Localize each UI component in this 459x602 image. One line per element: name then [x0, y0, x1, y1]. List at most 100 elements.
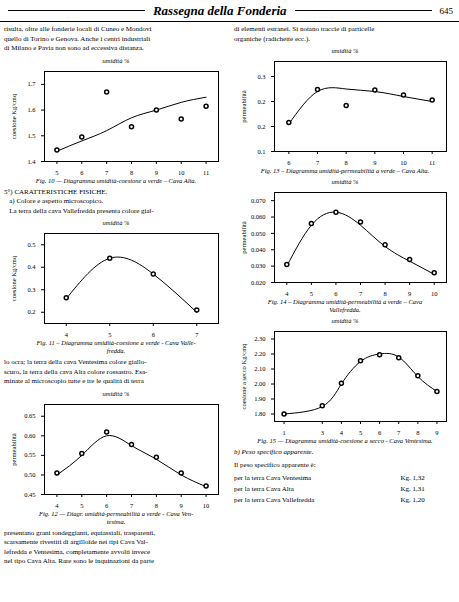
svg-text:2.00: 2.00: [254, 380, 265, 387]
svg-text:10: 10: [400, 159, 407, 166]
html-text:b) Peso specifico apparente.: b) Peso specifico apparente.: [234, 448, 314, 456]
svg-text:0.1: 0.1: [257, 148, 265, 155]
svg-text:0.020: 0.020: [251, 279, 266, 286]
svg-text:6: 6: [105, 502, 109, 509]
svg-text:0.50: 0.50: [24, 471, 35, 478]
html-text:Il peso specifico apparente è:: Il peso specifico apparente è:: [234, 460, 316, 469]
svg-text:1.90: 1.90: [254, 395, 265, 402]
svg-text:7: 7: [195, 331, 199, 338]
svg-text:2.10: 2.10: [254, 365, 265, 372]
html-text:Fig. 13 – Diagramma umidità-pe: Fig. 13 – Diagramma umidità-permeabilità…: [260, 167, 430, 174]
svg-text:6: 6: [334, 290, 338, 297]
svg-text:1: 1: [282, 429, 285, 436]
svg-text:permeabilità: permeabilità: [240, 90, 247, 123]
html-text:Kg. 1,20: Kg. 1,20: [400, 496, 425, 504]
html-text:Rassegna della Fonderia: Rassegna della Fonderia: [152, 2, 287, 18]
svg-text:0.070: 0.070: [251, 197, 266, 204]
svg-text:0.65: 0.65: [24, 412, 35, 419]
html-text:umidità %: umidità %: [331, 47, 359, 54]
html-text:umidità %: umidità %: [102, 56, 130, 64]
svg-text:10: 10: [431, 290, 438, 297]
svg-text:1.7: 1.7: [27, 80, 36, 87]
svg-text:0.2: 0.2: [257, 98, 265, 105]
svg-text:7: 7: [105, 169, 109, 176]
html-text:di elementi estranei. Si notan: di elementi estranei. Si notano traccie …: [234, 25, 375, 43]
svg-text:9: 9: [373, 159, 376, 166]
svg-text:8: 8: [345, 159, 348, 166]
html-text:Fig. 11 – Diagramma umidità-co: Fig. 11 – Diagramma umidità-coesione a v…: [36, 339, 196, 354]
svg-text:10: 10: [203, 502, 210, 509]
svg-text:0.2: 0.2: [257, 123, 265, 130]
svg-text:6: 6: [152, 331, 156, 338]
html-text:umidità %: umidità %: [102, 219, 130, 226]
svg-text:permeabilità: permeabilità: [240, 221, 247, 254]
svg-text:9: 9: [435, 429, 438, 436]
svg-text:8: 8: [155, 502, 158, 509]
svg-text:4: 4: [285, 290, 289, 297]
svg-text:0.030: 0.030: [251, 262, 266, 269]
svg-text:0.45: 0.45: [24, 490, 35, 497]
html-text:risulta, oltre alle fonderie l: risulta, oltre alle fonderie locali di C…: [4, 25, 152, 52]
html-text:umidità %: umidità %: [331, 178, 359, 185]
svg-text:9: 9: [155, 169, 158, 176]
html-text:5°) CARATTERISTICHE FISICHE. a: 5°) CARATTERISTICHE FISICHE. a) Colore e…: [4, 187, 154, 215]
html-text:umidità %: umidità %: [331, 317, 359, 324]
svg-text:5: 5: [80, 502, 83, 509]
svg-text:5: 5: [310, 290, 313, 297]
svg-text:coesione Kg/cmq: coesione Kg/cmq: [10, 93, 17, 139]
svg-text:7: 7: [130, 502, 134, 509]
svg-text:5: 5: [108, 331, 111, 338]
svg-text:8: 8: [130, 169, 133, 176]
svg-text:8: 8: [416, 429, 419, 436]
svg-text:5: 5: [55, 169, 58, 176]
svg-text:6: 6: [378, 429, 382, 436]
svg-text:1.80: 1.80: [254, 410, 265, 417]
html-text:Kg. 1,32: Kg. 1,32: [400, 474, 425, 482]
html-text:645: 645: [439, 5, 453, 16]
svg-text:1.4: 1.4: [27, 157, 36, 164]
html-text:Kg. 1,31: Kg. 1,31: [400, 485, 425, 493]
svg-text:11: 11: [203, 169, 209, 176]
svg-text:permeabilità: permeabilità: [10, 433, 17, 466]
svg-text:0.060: 0.060: [251, 213, 266, 220]
svg-text:0.4: 0.4: [27, 263, 36, 270]
svg-text:0.2: 0.2: [27, 308, 35, 315]
svg-text:11: 11: [429, 159, 435, 166]
svg-text:0.55: 0.55: [24, 451, 35, 458]
svg-text:0.050: 0.050: [251, 229, 266, 236]
html-text:Fig. 10 — Diagramma umidità-co: Fig. 10 — Diagramma umidità-coesione a v…: [35, 176, 197, 184]
svg-text:3: 3: [321, 429, 324, 436]
svg-text:coesione a secco Kg/cmq: coesione a secco Kg/cmq: [240, 343, 247, 410]
html-text:Fig. 12 — Diagr. umidità-perme: Fig. 12 — Diagr. umidità-permeabilità a …: [38, 509, 194, 525]
svg-text:7: 7: [359, 290, 363, 297]
svg-text:0.3: 0.3: [257, 73, 265, 80]
html-text:Fig. 14 – Diagramma umidità-pe: Fig. 14 – Diagramma umidità-permeabilità…: [267, 298, 423, 313]
svg-text:10: 10: [178, 169, 185, 176]
svg-text:7: 7: [397, 429, 401, 436]
svg-text:2.30: 2.30: [254, 335, 265, 342]
html-text:presentano grani tondeggianti,: presentano grani tondeggianti, equiassia…: [4, 528, 155, 565]
html-text:per la terra Cava Ventesima: per la terra Cava Ventesima: [234, 474, 312, 482]
svg-text:4: 4: [340, 429, 344, 436]
svg-text:0.60: 0.60: [24, 431, 35, 438]
svg-text:8: 8: [383, 290, 386, 297]
html-text:per la terra Cava Alta: per la terra Cava Alta: [234, 485, 294, 493]
svg-text:7: 7: [316, 159, 320, 166]
svg-text:0.3: 0.3: [27, 286, 35, 293]
svg-text:5: 5: [359, 429, 362, 436]
svg-text:9: 9: [180, 502, 183, 509]
html-text:per la terra Cava Vallefredda: per la terra Cava Vallefredda: [234, 496, 315, 504]
html-text:lo ocra; la terra della cava V: lo ocra; la terra della cava Ventesima c…: [4, 358, 148, 385]
svg-text:4: 4: [65, 331, 69, 338]
svg-text:1.5: 1.5: [27, 131, 35, 138]
svg-text:1.6: 1.6: [27, 106, 36, 113]
svg-text:9: 9: [408, 290, 411, 297]
svg-text:6: 6: [287, 159, 291, 166]
svg-text:6: 6: [80, 169, 84, 176]
svg-text:0.5: 0.5: [27, 241, 35, 248]
svg-text:2.20: 2.20: [254, 350, 265, 357]
html-text:umidità %: umidità %: [102, 389, 130, 397]
svg-text:0.040: 0.040: [251, 246, 266, 253]
svg-text:4: 4: [55, 502, 59, 509]
svg-text:coesione Kg/cmq: coesione Kg/cmq: [10, 255, 17, 301]
